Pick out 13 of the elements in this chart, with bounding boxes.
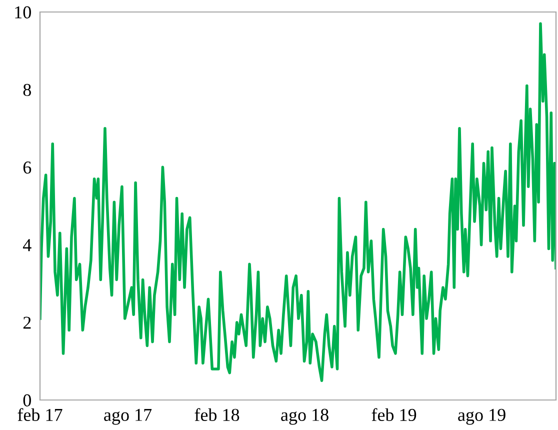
y-tick-label: 2 xyxy=(23,316,31,329)
x-tick-label: ago 18 xyxy=(281,408,328,425)
x-tick-label: feb 19 xyxy=(372,408,416,422)
y-tick-label: 0 xyxy=(23,394,31,406)
x-tick-label: ago 17 xyxy=(104,408,152,425)
y-tick-label: 10 xyxy=(15,6,31,18)
y-tick-label: 8 xyxy=(23,84,31,96)
x-tick-label: ago 19 xyxy=(458,408,506,425)
x-tick-label: feb 17 xyxy=(18,408,62,422)
line-series xyxy=(40,22,556,382)
y-tick-label: 4 xyxy=(22,239,32,252)
y-tick-label: 6 xyxy=(23,162,32,174)
x-tick-label: feb 18 xyxy=(194,408,240,422)
